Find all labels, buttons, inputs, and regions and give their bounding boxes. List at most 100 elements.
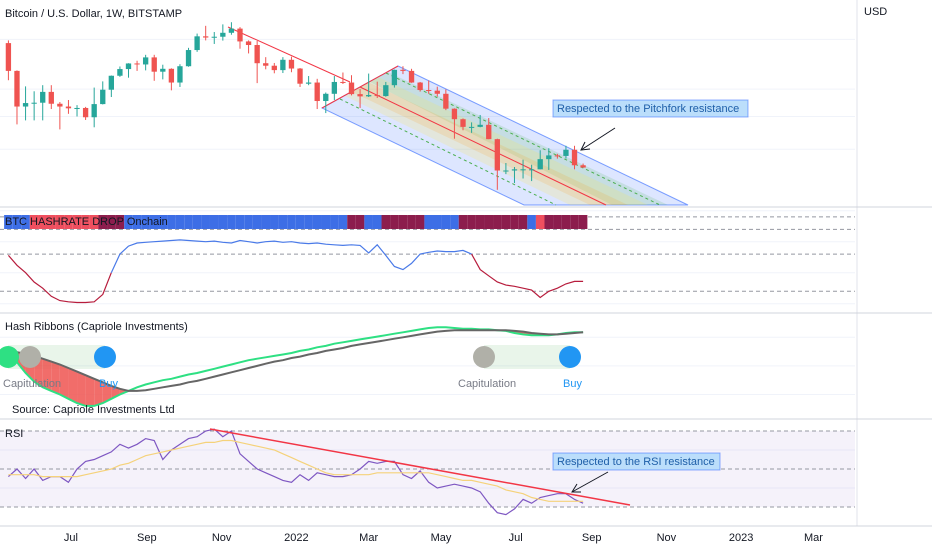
candle-body [528, 169, 535, 171]
status-strip-cell [535, 215, 545, 229]
chart-title: Bitcoin / U.S. Dollar, 1W, BITSTAMP [5, 8, 182, 20]
annotation: Respected to the Pitchfork resistance [557, 103, 739, 115]
candle-body [177, 66, 183, 83]
status-strip-cell [98, 215, 108, 229]
status-strip-cell [107, 215, 116, 229]
status-strip-cell [29, 215, 39, 229]
candle-body [546, 155, 552, 160]
series-line [8, 439, 584, 502]
status-strip-cell [510, 215, 519, 229]
x-tick-label: Mar [359, 532, 378, 544]
x-tick-label: Jul [64, 532, 78, 544]
pane-title: BTC HASHRATE DROP Onchain [5, 216, 168, 228]
candle-body [125, 63, 132, 70]
status-strip-cell [252, 215, 262, 229]
x-tick-label: Sep [137, 532, 157, 544]
signal-label: Capitulation [458, 378, 516, 390]
status-strip-cell [561, 215, 571, 229]
candle-body [408, 70, 415, 83]
status-strip-cell [398, 215, 408, 229]
status-strip-cell [158, 215, 168, 229]
status-strip-cell [338, 215, 348, 229]
status-strip-cell [372, 215, 382, 229]
candle-body [220, 32, 226, 37]
status-strip-cell [201, 215, 210, 229]
ribbon-fill [42, 358, 52, 391]
candle-body [537, 159, 543, 170]
candle-body [357, 94, 363, 97]
arrow [571, 471, 609, 493]
candle-body [48, 91, 54, 104]
candle-body [305, 82, 312, 84]
annotation: Respected to the RSI resistance [557, 456, 715, 468]
candle-body [271, 65, 277, 71]
status-strip-cell [227, 215, 236, 229]
candle-body [400, 69, 406, 71]
arrow [580, 127, 616, 151]
status-strip-cell [355, 215, 365, 229]
status-strip-cell [287, 215, 296, 229]
annotation-box [552, 99, 749, 118]
candle-body [14, 70, 20, 107]
ribbon-fill [94, 378, 103, 406]
candle-body [211, 36, 217, 38]
candle-body [417, 82, 423, 91]
candle-body [297, 68, 303, 84]
status-strip-cell [381, 215, 391, 229]
rsi-trend-line [209, 428, 631, 506]
status-strip-cell [570, 215, 579, 229]
candle-body [331, 81, 338, 94]
candle-body [580, 165, 586, 168]
candle-body [74, 107, 80, 109]
status-strip-cell [432, 215, 442, 229]
status-strip-cell [209, 215, 219, 229]
x-tick-label: Sep [582, 532, 602, 544]
candle-body [468, 126, 475, 128]
signal-label: Capitulation [3, 378, 61, 390]
signal-dot [94, 346, 116, 368]
candle-body [486, 124, 492, 140]
status-strip-cell [141, 215, 150, 229]
signal-dot [473, 346, 495, 368]
candle-body [348, 82, 355, 95]
candle-body [288, 59, 295, 69]
candle-body [151, 57, 157, 72]
status-strip-cell [12, 215, 22, 229]
candle-body [503, 170, 509, 172]
status-strip-cell [578, 215, 588, 229]
annotation-box [552, 452, 721, 471]
x-tick-label: 2022 [284, 532, 308, 544]
status-strip-cell [192, 215, 202, 229]
status-strip-cell [47, 215, 56, 229]
status-strip-cell [347, 215, 356, 229]
candle-body [563, 149, 569, 156]
arrow-head [571, 483, 581, 493]
status-strip-cell [270, 215, 279, 229]
candle-body [383, 85, 389, 97]
status-strip-cell [235, 215, 245, 229]
candle-body [571, 149, 578, 166]
status-strip-cell [467, 215, 476, 229]
candle-body [245, 41, 252, 46]
candle-body [65, 106, 72, 109]
status-strip-cell [21, 215, 30, 229]
ribbon-fill [85, 375, 95, 406]
price-axis-area [857, 0, 932, 550]
pitchfork-median [359, 86, 607, 206]
status-strip-cell [527, 215, 536, 229]
ribbon-fill [51, 361, 60, 395]
x-tick-label: Nov [212, 532, 232, 544]
status-strip-cell [321, 215, 331, 229]
x-tick-label: Jul [509, 532, 523, 544]
pitchfork-handle [321, 65, 399, 109]
candle-body [323, 93, 329, 102]
candle-body [203, 36, 209, 38]
status-strip-cell [175, 215, 185, 229]
signal-label: Buy [99, 378, 118, 390]
status-strip-cell [89, 215, 99, 229]
status-strip-cell [4, 215, 13, 229]
candle-body [134, 63, 140, 65]
